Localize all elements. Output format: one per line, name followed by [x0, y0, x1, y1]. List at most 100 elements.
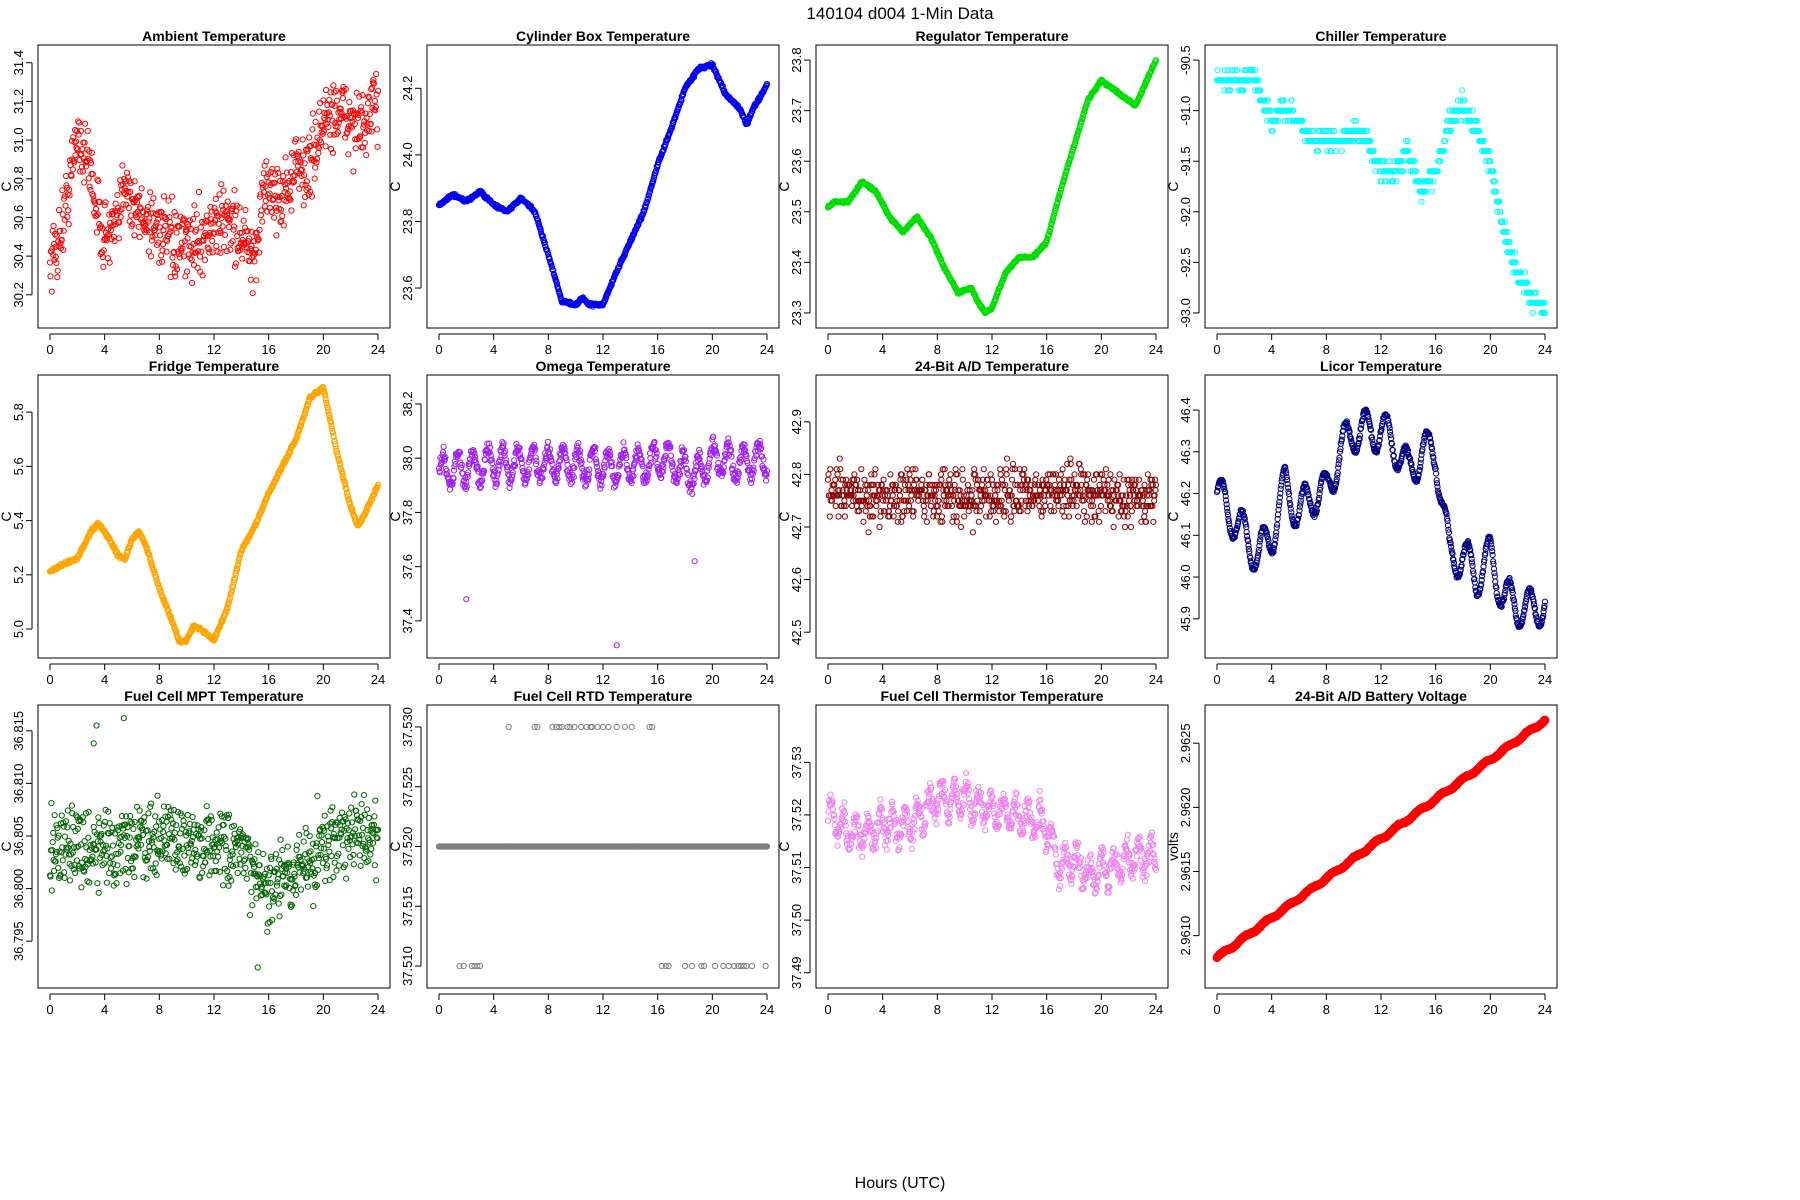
data-point [346, 99, 353, 106]
data-point [87, 159, 95, 166]
data-point [191, 202, 198, 209]
data-point [1214, 67, 1221, 74]
data-point [824, 476, 832, 483]
data-point [363, 114, 370, 122]
y-tick-label: 30.8 [11, 166, 26, 191]
data-point [209, 237, 216, 244]
x-tick-label: 20 [316, 672, 330, 687]
data-point [370, 80, 377, 87]
data-point [46, 259, 54, 266]
data-point [82, 120, 89, 127]
data-point [215, 213, 222, 220]
y-tick-label: 31.4 [11, 50, 26, 75]
data-point [210, 230, 218, 237]
data-point [86, 183, 93, 190]
data-point [144, 203, 151, 211]
data-point [910, 513, 917, 520]
data-point [153, 219, 160, 226]
data-point [311, 175, 318, 182]
data-point [361, 139, 368, 146]
data-point [223, 248, 230, 255]
x-tick-label: 12 [207, 342, 221, 357]
data-point [603, 294, 610, 301]
data-point [53, 260, 60, 267]
data-point [927, 502, 935, 510]
data-point [704, 467, 711, 474]
data-point [213, 243, 220, 250]
data-point [354, 114, 362, 122]
data-point [986, 513, 993, 520]
data-point [188, 256, 195, 263]
x-axis: 0 4 8 12 16 20 24 [46, 333, 385, 357]
data-point [242, 206, 249, 214]
data-point [186, 217, 193, 224]
data-point [1032, 476, 1039, 483]
data-point [937, 471, 945, 478]
data-point [174, 266, 181, 273]
y-tick-label: 30.6 [11, 205, 26, 230]
data-point [172, 263, 179, 270]
data-point [968, 492, 975, 499]
data-point [837, 466, 844, 473]
data-point [832, 476, 839, 483]
data-point [328, 101, 336, 109]
data-point [102, 199, 109, 206]
data-point [81, 139, 88, 146]
x-tick-label: 24 [760, 672, 774, 687]
data-point [947, 471, 954, 478]
data-point [364, 120, 371, 127]
data-point [691, 558, 698, 565]
data-point [48, 288, 55, 295]
data-point [124, 174, 132, 181]
data-point [107, 227, 115, 234]
data-point [858, 466, 865, 473]
data-point [100, 263, 107, 270]
y-axis-label: C [1165, 181, 1181, 191]
data-point [88, 149, 96, 156]
data-point [908, 492, 915, 499]
data-point [271, 214, 278, 221]
data-point [217, 249, 224, 256]
data-point [911, 481, 918, 488]
data-point [77, 127, 85, 134]
data-point [303, 178, 310, 185]
y-axis: 23.623.824.024.2C [387, 76, 422, 301]
y-axis: 5.05.25.45.65.8C [0, 403, 33, 638]
data-point [48, 248, 55, 255]
plot-frame [37, 44, 391, 329]
data-point [56, 206, 63, 214]
data-point [324, 101, 331, 109]
data-point [325, 109, 332, 116]
data-point [370, 76, 377, 84]
data-point [160, 193, 167, 200]
data-point [135, 223, 142, 230]
y-tick-label: -91.5 [1178, 146, 1193, 176]
data-point [260, 170, 267, 177]
data-point [320, 97, 327, 104]
data-point [312, 164, 319, 171]
data-point [136, 192, 143, 199]
data-point [906, 502, 913, 510]
data-point [553, 280, 561, 287]
data-point [374, 126, 381, 133]
data-point [997, 466, 1004, 473]
y-axis: 23.323.423.523.623.723.8C [776, 47, 811, 326]
data-point [315, 149, 322, 157]
data-point [1003, 471, 1010, 478]
data-point [87, 157, 94, 164]
data-point [827, 466, 834, 473]
data-point [997, 471, 1004, 478]
data-point [309, 110, 316, 117]
data-point [898, 518, 905, 525]
data-point [69, 166, 76, 173]
data-point [1033, 471, 1040, 478]
data-point [613, 642, 620, 649]
data-point [344, 129, 351, 136]
x-tick-label: 12 [985, 342, 999, 357]
data-point [329, 149, 336, 156]
panel-title: 24-Bit A/D Temperature [915, 358, 1069, 374]
data-point [287, 188, 294, 195]
